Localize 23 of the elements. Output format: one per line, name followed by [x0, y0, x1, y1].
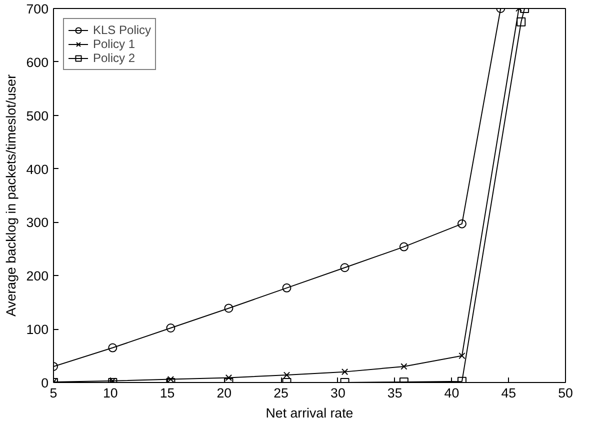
legend-label: Policy 1 [93, 37, 136, 51]
x-tick-label: 40 [444, 386, 460, 400]
y-tick-label: 600 [26, 54, 49, 70]
y-tick-label: 200 [26, 268, 49, 284]
x-tick-label: 45 [501, 386, 516, 400]
y-tick-label: 500 [26, 108, 49, 124]
x-tick-label: 5 [50, 386, 58, 400]
x-tick-label: 15 [160, 386, 175, 400]
x-tick-label: 25 [274, 386, 288, 400]
y-tick-label: 400 [26, 162, 49, 177]
y-tick-label: 100 [26, 322, 49, 338]
legend-label: KLS Policy [93, 23, 152, 37]
x-tick-label: 35 [387, 386, 402, 400]
y-tick-label: 0 [41, 376, 49, 390]
x-tick-label: 50 [558, 386, 573, 400]
x-axis-title: Net arrival rate [266, 406, 354, 420]
x-tick-label: 20 [216, 386, 232, 400]
legend-label: Policy 2 [93, 51, 136, 65]
y-tick-label: 300 [26, 215, 49, 230]
y-tick-label: 700 [26, 2, 49, 16]
x-tick-label: 10 [102, 386, 118, 400]
x-tick-label: 30 [330, 386, 346, 400]
y-axis-title: Average backlog in packets/timeslot/user [3, 74, 18, 317]
